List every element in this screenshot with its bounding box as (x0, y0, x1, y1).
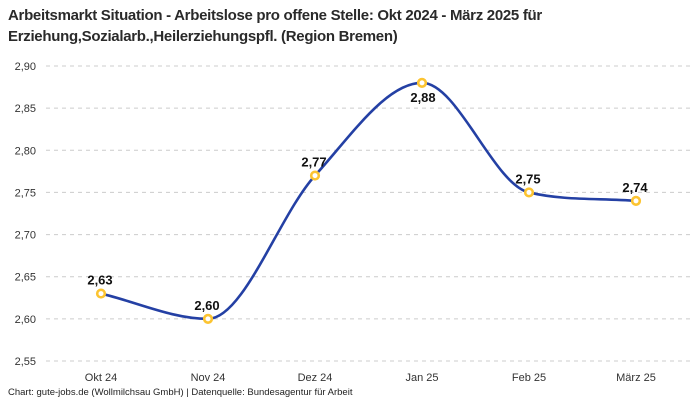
chart-title-line2: Erziehung,Sozialarb.,Heilerziehungspfl. … (8, 28, 398, 45)
y-tick-label: 2,85 (15, 103, 36, 115)
x-tick-label: Feb 25 (512, 372, 546, 384)
data-point-label: 2,60 (194, 298, 219, 313)
series-line (99, 81, 638, 321)
y-tick-label: 2,90 (15, 61, 36, 73)
data-point-label: 2,74 (622, 180, 648, 195)
y-tick-label: 2,65 (15, 272, 36, 284)
data-point-marker (523, 187, 535, 198)
data-point-marker (95, 288, 107, 299)
x-tick-label: Nov 24 (191, 372, 226, 384)
chart-title: Arbeitsmarkt Situation - Arbeitslose pro… (8, 5, 692, 47)
data-point-marker (202, 313, 214, 324)
chart-footer: Chart: gute-jobs.de (Wollmilchsau GmbH) … (8, 387, 353, 398)
x-tick-label: Jan 25 (405, 372, 438, 384)
chart-title-line1: Arbeitsmarkt Situation - Arbeitslose pro… (8, 7, 542, 24)
data-point-label: 2,77 (301, 155, 326, 170)
y-tick-label: 2,80 (15, 145, 36, 157)
y-tick-label: 2,55 (15, 356, 36, 368)
data-point-label: 2,63 (87, 273, 112, 288)
x-tick-label: Okt 24 (85, 372, 117, 384)
y-tick-label: 2,70 (15, 230, 36, 242)
x-tick-label: März 25 (616, 372, 656, 384)
data-point-label: 2,88 (410, 90, 435, 105)
y-tick-label: 2,60 (15, 314, 36, 326)
x-tick-label: Dez 24 (298, 372, 333, 384)
data-point-marker (309, 170, 321, 181)
y-tick-label: 2,75 (15, 187, 36, 199)
data-point-marker (416, 77, 428, 88)
data-point-marker (630, 195, 642, 206)
data-point-label: 2,75 (515, 171, 540, 186)
